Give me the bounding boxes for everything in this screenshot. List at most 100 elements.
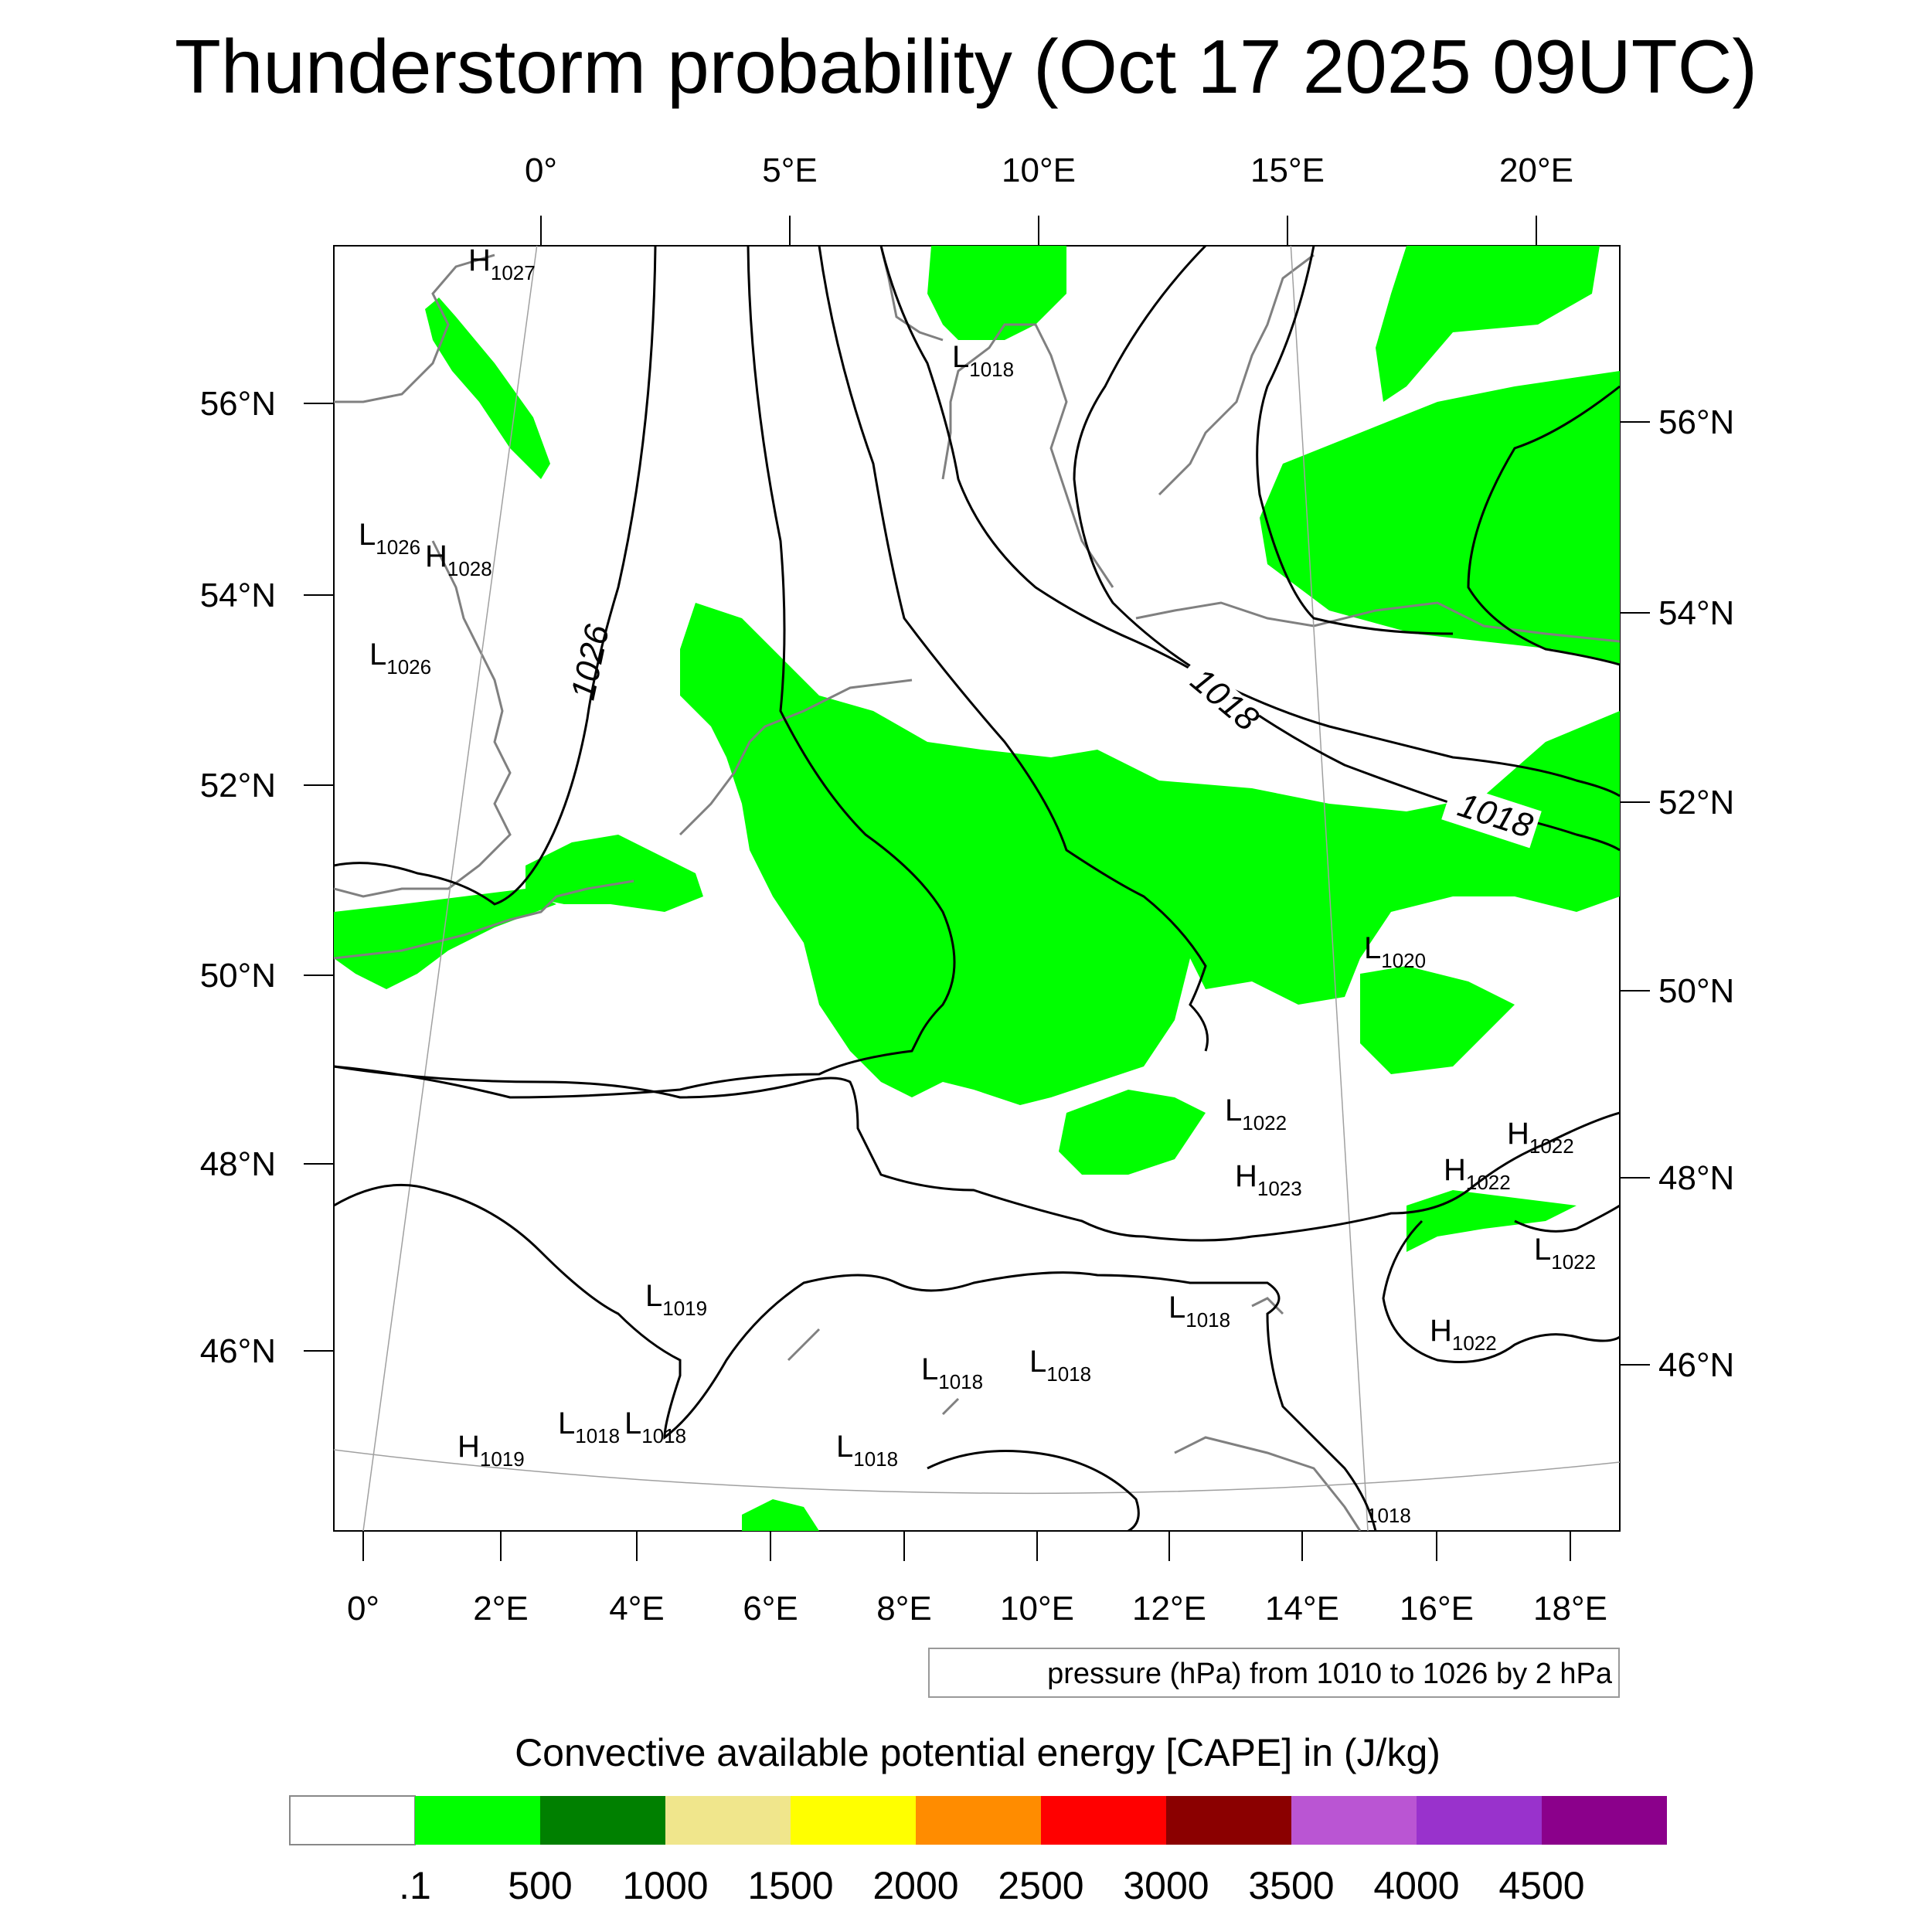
alps-lakes (787, 1297, 1284, 1416)
colorbar: Convective available potential energy [C… (289, 1731, 1667, 1907)
colorbar-box (1417, 1796, 1542, 1845)
pressure-center-1: H1027 (468, 243, 536, 284)
lon-labels-bottom: 0° 2°E 4°E 6°E 8°E 10°E 12°E 14°E 16°E 1… (347, 1590, 1607, 1628)
pressure-center-19: H1019 (457, 1430, 525, 1471)
pressure-center-4: H1028 (425, 539, 492, 580)
cape-area-scotland (425, 298, 550, 479)
colorbar-tick-label: 2500 (998, 1864, 1083, 1907)
map-title: Thunderstorm probability (Oct 17 2025 09… (175, 24, 1757, 109)
colorbar-tick-label: 1000 (622, 1864, 708, 1907)
cape-area-bavaria (1059, 1090, 1206, 1175)
france-coast (334, 879, 634, 960)
isobar-1022 (818, 246, 1209, 1052)
pressure-center-20: L1018 (836, 1430, 898, 1471)
colorbar-box (540, 1796, 665, 1845)
lat-label-right: 56°N (1658, 403, 1734, 441)
lat-label-right: 50°N (1658, 972, 1734, 1010)
isobar-1018-east (1073, 246, 1620, 798)
map-panel: 1026 1018 1018 H1027 L1018 L1026 H1028 L… (200, 151, 1735, 1628)
colorbar-box (1041, 1796, 1166, 1845)
lat-labels-left: 56°N 54°N 52°N 50°N 48°N 46°N (200, 385, 276, 1370)
adriatic-coast (1174, 1436, 1362, 1531)
pressure-center-10: H1023 (1235, 1159, 1302, 1200)
pressure-center-13: L1018 (1168, 1291, 1230, 1332)
lon-labels-top: 0° 5°E 10°E 15°E 20°E (525, 151, 1573, 189)
uk-coast (334, 253, 512, 898)
colorbar-box (1542, 1796, 1667, 1845)
lat-label-left: 54°N (200, 577, 276, 614)
cape-area-baltic (1376, 246, 1600, 402)
lon-label-bottom: 16°E (1400, 1590, 1474, 1628)
netherlands-coast (679, 679, 913, 836)
pressure-center-2: L1018 (952, 340, 1014, 381)
lon-label-bottom: 14°E (1265, 1590, 1339, 1628)
cape-area-austria-hungary (1406, 1190, 1577, 1252)
cape-area-central (680, 603, 1620, 1105)
pressure-note: pressure (hPa) from 1010 to 1026 by 2 hP… (928, 1648, 1620, 1698)
pressure-center-7: L1022 (1225, 1094, 1287, 1134)
colorbar-tick-label: 3500 (1248, 1864, 1334, 1907)
coastlines (334, 246, 1620, 1531)
colorbar-tick-label: 1500 (747, 1864, 833, 1907)
meridian-15e (1290, 246, 1369, 1531)
isobar-1020 (334, 1065, 1620, 1242)
lon-label-top: 20°E (1499, 151, 1573, 189)
pressure-center-3: L1026 (359, 518, 420, 559)
colorbar-box (916, 1796, 1041, 1845)
cape-shading (334, 246, 1620, 1531)
pressure-center-11: L1022 (1534, 1233, 1596, 1274)
colorbar-tick-label: 500 (508, 1864, 572, 1907)
colorbar-box (791, 1796, 916, 1845)
colorbar-tick-label: 4500 (1498, 1864, 1584, 1907)
cape-area-east-lower (1360, 966, 1515, 1074)
lat-labels-right: 56°N 54°N 52°N 50°N 48°N 46°N (1658, 403, 1734, 1384)
sweden-coast (1158, 253, 1315, 496)
colorbar-box (415, 1796, 540, 1845)
isobar-1018-east-south (1382, 1219, 1620, 1363)
cape-area-poland-east (1260, 371, 1620, 665)
lat-label-right: 46°N (1658, 1346, 1734, 1384)
cape-area-italy-north (742, 1499, 819, 1531)
isobar-1026-west (334, 246, 657, 906)
colorbar-box (289, 1795, 416, 1845)
lon-label-bottom: 0° (347, 1590, 379, 1628)
baltic-coast (1135, 601, 1620, 643)
colorbar-tick-label: 3000 (1123, 1864, 1209, 1907)
lon-label-bottom: 18°E (1533, 1590, 1607, 1628)
pressure-center-18: L1018 (624, 1406, 686, 1447)
lon-label-top: 15°E (1250, 151, 1325, 189)
pressure-center-9: H1022 (1444, 1153, 1511, 1194)
pressure-center-6: L1020 (1364, 931, 1426, 972)
colorbar-ticks: .1 500 1000 1500 2000 2500 3000 3500 4000 4500 (399, 1864, 1584, 1907)
graticule (334, 246, 1620, 1531)
lat-label-right: 52°N (1658, 784, 1734, 821)
colorbar-box (1166, 1796, 1291, 1845)
pressure-center-21: 1018 (1366, 1504, 1411, 1527)
pressure-center-15: L1018 (921, 1352, 983, 1393)
pressure-center-14: H1022 (1430, 1314, 1497, 1355)
meridian-0 (362, 246, 538, 1531)
lon-label-top: 5°E (762, 151, 817, 189)
isobar-1018-italy (927, 1450, 1140, 1531)
parallel-45n (334, 1449, 1620, 1495)
cape-area-denmark-north (927, 246, 1066, 340)
lat-label-left: 56°N (200, 385, 276, 423)
pressure-note-text: pressure (hPa) from 1010 to 1026 by 2 hP… (1047, 1658, 1613, 1690)
pressure-center-12: L1019 (645, 1279, 707, 1320)
lat-label-left: 50°N (200, 957, 276, 995)
lat-label-left: 52°N (200, 767, 276, 804)
lon-label-bottom: 6°E (743, 1590, 798, 1628)
colorbar-boxes (289, 1795, 1667, 1845)
lon-label-bottom: 12°E (1132, 1590, 1206, 1628)
colorbar-title: Convective available potential energy [C… (515, 1731, 1440, 1774)
isobar-1024 (334, 246, 956, 1099)
lon-label-bottom: 4°E (609, 1590, 664, 1628)
isobar-1018-south (334, 1183, 1377, 1531)
lat-label-left: 46°N (200, 1332, 276, 1370)
isobar-1018-inner (1256, 246, 1454, 635)
pressure-center-17: L1018 (558, 1406, 620, 1447)
lat-label-right: 48°N (1658, 1159, 1734, 1197)
colorbar-box (665, 1796, 791, 1845)
colorbar-tick-label: 4000 (1373, 1864, 1459, 1907)
pressure-centers: H1027 L1018 L1026 H1028 L1026 L1020 L102… (359, 243, 1596, 1527)
